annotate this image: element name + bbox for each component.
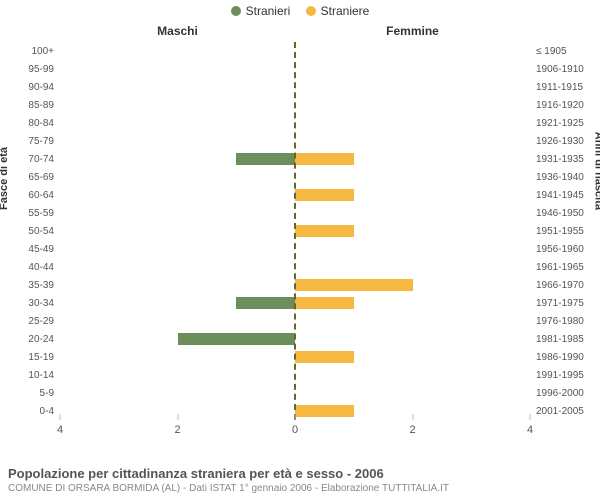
age-label: 65-69 <box>0 168 58 186</box>
bar-female <box>295 189 354 202</box>
x-tick-label: 4 <box>57 424 63 436</box>
age-label: 70-74 <box>0 150 58 168</box>
plot-area <box>60 42 530 420</box>
bar-female <box>295 297 354 310</box>
age-label: 50-54 <box>0 222 58 240</box>
birth-year-label: 1941-1945 <box>532 186 598 204</box>
x-tick-mark <box>530 414 531 420</box>
age-label: 30-34 <box>0 294 58 312</box>
chart-area: Maschi Femmine 4 2 0 2 4 <box>60 24 530 444</box>
birth-year-label: 1921-1925 <box>532 114 598 132</box>
age-label: 100+ <box>0 42 58 60</box>
gender-title-male: Maschi <box>157 24 198 38</box>
legend-label-stranieri: Stranieri <box>246 4 291 18</box>
legend-label-straniere: Straniere <box>321 4 370 18</box>
birth-year-label: 1971-1975 <box>532 294 598 312</box>
birth-year-label: 1981-1985 <box>532 330 598 348</box>
caption: Popolazione per cittadinanza straniera p… <box>8 466 592 494</box>
bar-male <box>236 153 295 166</box>
caption-title: Popolazione per cittadinanza straniera p… <box>8 466 592 481</box>
x-tick-mark <box>295 414 296 420</box>
age-label: 35-39 <box>0 276 58 294</box>
age-label: 85-89 <box>0 96 58 114</box>
age-label: 10-14 <box>0 366 58 384</box>
gender-titles: Maschi Femmine <box>60 24 530 42</box>
birth-year-label: 1956-1960 <box>532 240 598 258</box>
bar-female <box>295 153 354 166</box>
age-label: 25-29 <box>0 312 58 330</box>
birth-year-label: 1946-1950 <box>532 204 598 222</box>
x-tick-mark <box>60 414 61 420</box>
bar-female <box>295 225 354 238</box>
x-axis-ticks: 4 2 0 2 4 <box>60 420 530 444</box>
x-tick-mark <box>412 414 413 420</box>
birth-year-label: 1951-1955 <box>532 222 598 240</box>
birth-year-label: 1926-1930 <box>532 132 598 150</box>
legend-item-straniere: Straniere <box>306 4 370 18</box>
x-tick-mark <box>177 414 178 420</box>
bar-female <box>295 405 354 418</box>
age-label: 20-24 <box>0 330 58 348</box>
age-label: 5-9 <box>0 384 58 402</box>
bar-male <box>236 297 295 310</box>
age-label: 90-94 <box>0 78 58 96</box>
birth-year-label: 1966-1970 <box>532 276 598 294</box>
legend-swatch-stranieri <box>231 6 241 16</box>
birth-year-label: 1906-1910 <box>532 60 598 78</box>
caption-subtitle: COMUNE DI ORSARA BORMIDA (AL) - Dati IST… <box>8 483 592 494</box>
birth-year-label: 1916-1920 <box>532 96 598 114</box>
x-tick-label: 4 <box>527 424 533 436</box>
bar-female <box>295 351 354 364</box>
birth-year-label: 1991-1995 <box>532 366 598 384</box>
age-label: 15-19 <box>0 348 58 366</box>
birth-year-label: 1986-1990 <box>532 348 598 366</box>
x-tick-label: 2 <box>409 424 415 436</box>
chart-container: Stranieri Straniere Fasce di età Anni di… <box>0 0 600 500</box>
age-label: 60-64 <box>0 186 58 204</box>
age-label: 75-79 <box>0 132 58 150</box>
x-tick-label: 0 <box>292 424 298 436</box>
y-left-labels: 100+95-9990-9485-8980-8475-7970-7465-696… <box>0 42 58 420</box>
bar-male <box>178 333 296 346</box>
birth-year-label: ≤ 1905 <box>532 42 598 60</box>
y-right-labels: ≤ 19051906-19101911-19151916-19201921-19… <box>532 42 598 420</box>
legend-swatch-straniere <box>306 6 316 16</box>
birth-year-label: 1976-1980 <box>532 312 598 330</box>
center-line <box>294 42 296 420</box>
age-label: 80-84 <box>0 114 58 132</box>
birth-year-label: 1911-1915 <box>532 78 598 96</box>
age-label: 95-99 <box>0 60 58 78</box>
x-tick-label: 2 <box>174 424 180 436</box>
birth-year-label: 2001-2005 <box>532 402 598 420</box>
birth-year-label: 1961-1965 <box>532 258 598 276</box>
birth-year-label: 1996-2000 <box>532 384 598 402</box>
age-label: 55-59 <box>0 204 58 222</box>
legend: Stranieri Straniere <box>0 4 600 19</box>
age-label: 0-4 <box>0 402 58 420</box>
bar-female <box>295 279 413 292</box>
birth-year-label: 1936-1940 <box>532 168 598 186</box>
legend-item-stranieri: Stranieri <box>231 4 291 18</box>
age-label: 45-49 <box>0 240 58 258</box>
birth-year-label: 1931-1935 <box>532 150 598 168</box>
gender-title-female: Femmine <box>386 24 439 38</box>
age-label: 40-44 <box>0 258 58 276</box>
